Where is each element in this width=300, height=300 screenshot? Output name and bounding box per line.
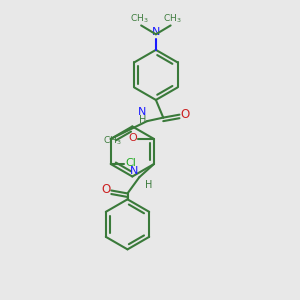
Text: O: O xyxy=(128,133,137,143)
Text: N: N xyxy=(152,27,160,37)
Text: H: H xyxy=(139,115,146,125)
Text: CH$_3$: CH$_3$ xyxy=(163,12,182,25)
Text: O: O xyxy=(180,108,190,121)
Text: H: H xyxy=(145,180,152,190)
Text: CH$_3$: CH$_3$ xyxy=(103,134,122,147)
Text: N: N xyxy=(138,107,146,117)
Text: CH$_3$: CH$_3$ xyxy=(130,12,149,25)
Text: N: N xyxy=(130,167,138,176)
Text: O: O xyxy=(101,183,110,196)
Text: Cl: Cl xyxy=(125,158,136,168)
